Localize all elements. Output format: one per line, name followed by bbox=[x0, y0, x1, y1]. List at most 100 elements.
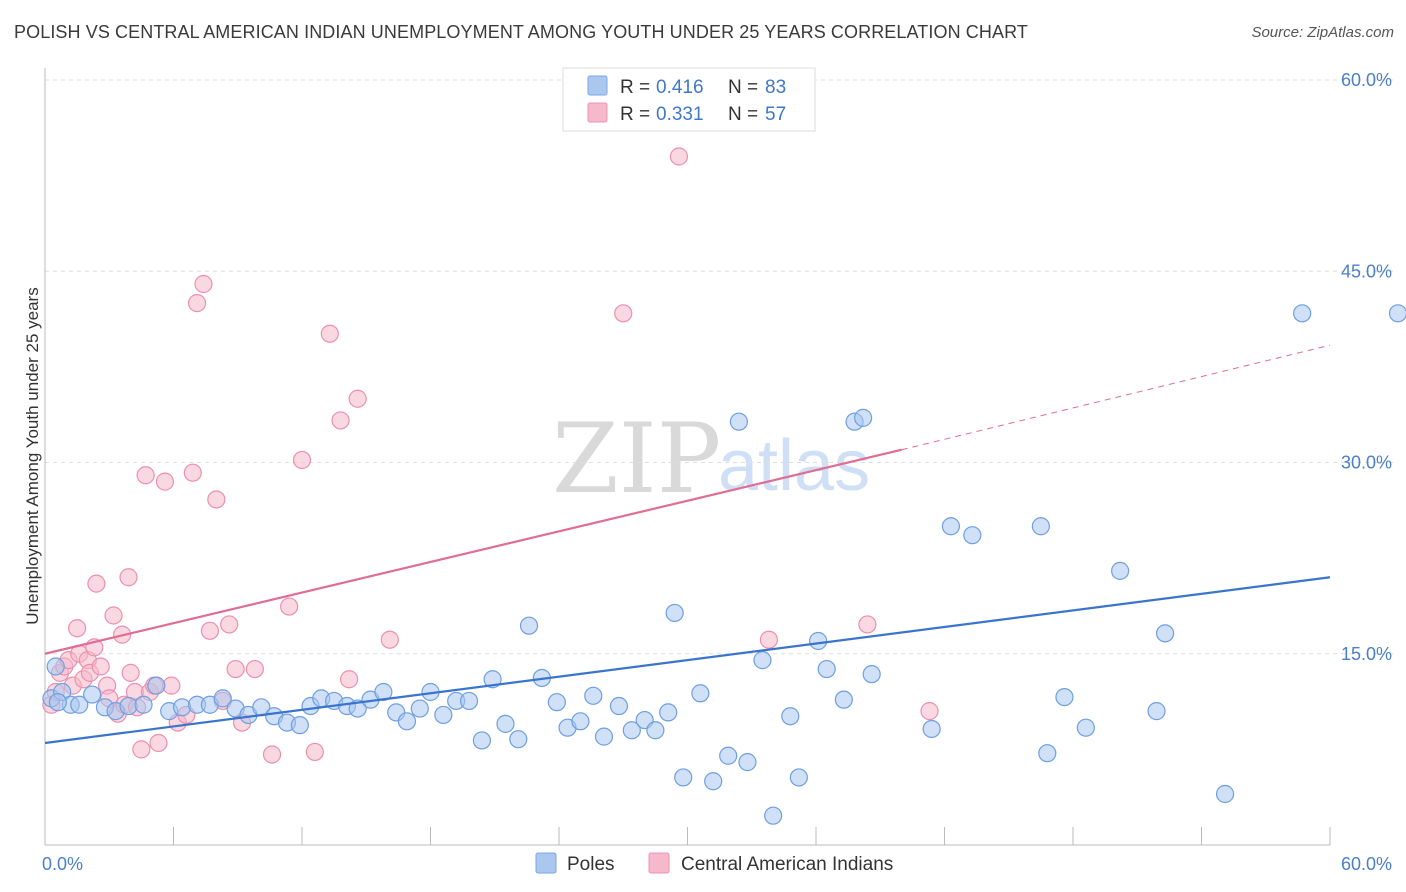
point-poles-57 bbox=[729, 412, 749, 431]
point-cai-12 bbox=[87, 574, 106, 593]
point-cai-46 bbox=[305, 742, 324, 762]
legend-bottom-swatch-cai bbox=[648, 852, 670, 874]
point-poles-68 bbox=[862, 665, 881, 684]
point-poles-31 bbox=[410, 699, 429, 718]
point-cai-42 bbox=[245, 659, 264, 679]
point-cai-51 bbox=[380, 630, 399, 649]
trend-line-poles bbox=[44, 576, 1331, 745]
legend-bottom-label-cai: Central American Indians bbox=[681, 854, 893, 875]
point-poles-70 bbox=[941, 517, 961, 536]
point-cai-20 bbox=[119, 568, 138, 587]
point-poles-46 bbox=[594, 727, 614, 746]
point-poles-55 bbox=[704, 772, 723, 791]
point-poles-53 bbox=[674, 768, 693, 787]
y-axis-title: Unemployment Among Youth under 25 years bbox=[23, 287, 42, 624]
point-cai-39 bbox=[220, 615, 239, 634]
point-poles-12 bbox=[172, 698, 192, 717]
legend-swatch-cai bbox=[587, 102, 608, 123]
point-poles-42 bbox=[547, 693, 566, 712]
point-poles-26 bbox=[348, 699, 367, 718]
point-cai-53 bbox=[669, 147, 689, 166]
point-poles-50 bbox=[646, 721, 665, 740]
point-poles-44 bbox=[571, 712, 590, 731]
point-poles-79 bbox=[1215, 784, 1235, 804]
point-poles-59 bbox=[753, 651, 772, 670]
watermark-zip: ZIP bbox=[552, 403, 721, 515]
watermark: ZIP atlas bbox=[552, 403, 870, 515]
point-cai-40 bbox=[226, 659, 245, 679]
legend-n-label-poles: N = bbox=[728, 77, 758, 98]
point-cai-50 bbox=[348, 389, 367, 408]
point-cai-56 bbox=[920, 702, 939, 721]
point-poles-81 bbox=[1388, 304, 1406, 323]
trend-line-cai bbox=[44, 448, 902, 655]
point-poles-56 bbox=[719, 746, 738, 765]
trend-line-cai-extension bbox=[901, 344, 1331, 451]
point-cai-28 bbox=[149, 733, 168, 753]
point-poles-38 bbox=[496, 714, 515, 733]
point-poles-9 bbox=[134, 695, 153, 714]
point-poles-45 bbox=[584, 686, 603, 705]
legend-n-label-cai: N = bbox=[728, 104, 758, 125]
point-cai-25 bbox=[136, 466, 155, 485]
point-cai-43 bbox=[262, 745, 282, 764]
point-cai-35 bbox=[194, 274, 213, 294]
point-poles-35 bbox=[459, 691, 479, 711]
legend-bottom-swatch-poles bbox=[535, 852, 557, 874]
y-tick-label-0: 15.0% bbox=[1341, 644, 1392, 664]
point-poles-69 bbox=[922, 719, 941, 739]
point-poles-80 bbox=[1293, 304, 1312, 323]
point-cai-37 bbox=[207, 490, 226, 509]
point-poles-30 bbox=[397, 712, 417, 731]
legend-stats: R = 0.416 N = 83 R = 0.331 N = 57 bbox=[562, 67, 816, 132]
point-poles-62 bbox=[789, 768, 808, 787]
point-poles-60 bbox=[764, 806, 783, 825]
point-poles-58 bbox=[738, 753, 757, 772]
point-poles-5 bbox=[83, 685, 102, 704]
point-poles-77 bbox=[1147, 702, 1166, 721]
point-poles-48 bbox=[622, 721, 641, 740]
point-poles-39 bbox=[509, 730, 528, 749]
point-cai-48 bbox=[331, 411, 350, 430]
point-poles-52 bbox=[665, 603, 684, 623]
point-poles-73 bbox=[1038, 744, 1057, 763]
x-tick-label-1: 60.0% bbox=[1341, 854, 1392, 874]
x-tick-label-0: 0.0% bbox=[42, 854, 83, 874]
point-poles-67 bbox=[854, 408, 873, 427]
point-poles-47 bbox=[609, 696, 629, 716]
tick-labels: 15.0% 30.0% 45.0% 60.0% 0.0% 60.0% bbox=[42, 70, 1392, 874]
source-credit: Source: ZipAtlas.com bbox=[1251, 24, 1394, 41]
point-cai-47 bbox=[320, 324, 339, 343]
legend-r-label-poles: R = bbox=[620, 77, 650, 98]
point-poles-72 bbox=[1031, 517, 1050, 536]
point-poles-33 bbox=[434, 705, 453, 725]
point-cai-29 bbox=[155, 472, 175, 491]
watermark-atlas: atlas bbox=[718, 426, 870, 506]
grid-lines bbox=[45, 79, 1395, 655]
point-poles-71 bbox=[963, 526, 982, 545]
point-cai-6 bbox=[68, 619, 87, 638]
y-tick-label-2: 45.0% bbox=[1341, 261, 1392, 281]
point-poles-74 bbox=[1055, 687, 1074, 707]
point-poles-82 bbox=[48, 693, 67, 712]
point-poles-36 bbox=[472, 731, 491, 750]
point-poles-4 bbox=[70, 695, 89, 714]
legend-swatch-poles bbox=[587, 75, 608, 96]
axes bbox=[44, 68, 1331, 846]
point-cai-49 bbox=[340, 670, 359, 689]
point-poles-54 bbox=[691, 684, 710, 703]
point-poles-64 bbox=[817, 659, 836, 679]
point-poles-51 bbox=[659, 703, 678, 722]
point-poles-1 bbox=[46, 657, 65, 676]
point-cai-24 bbox=[132, 740, 151, 759]
series-poles bbox=[42, 304, 1406, 825]
trend-lines bbox=[44, 344, 1331, 745]
point-cai-33 bbox=[183, 463, 202, 482]
point-cai-44 bbox=[280, 597, 299, 616]
point-poles-78 bbox=[1155, 624, 1175, 643]
point-poles-76 bbox=[1111, 561, 1130, 580]
point-poles-8 bbox=[119, 696, 138, 716]
point-poles-61 bbox=[781, 707, 800, 726]
y-tick-label-3: 60.0% bbox=[1341, 70, 1392, 90]
legend-r-label-cai: R = bbox=[620, 104, 650, 125]
